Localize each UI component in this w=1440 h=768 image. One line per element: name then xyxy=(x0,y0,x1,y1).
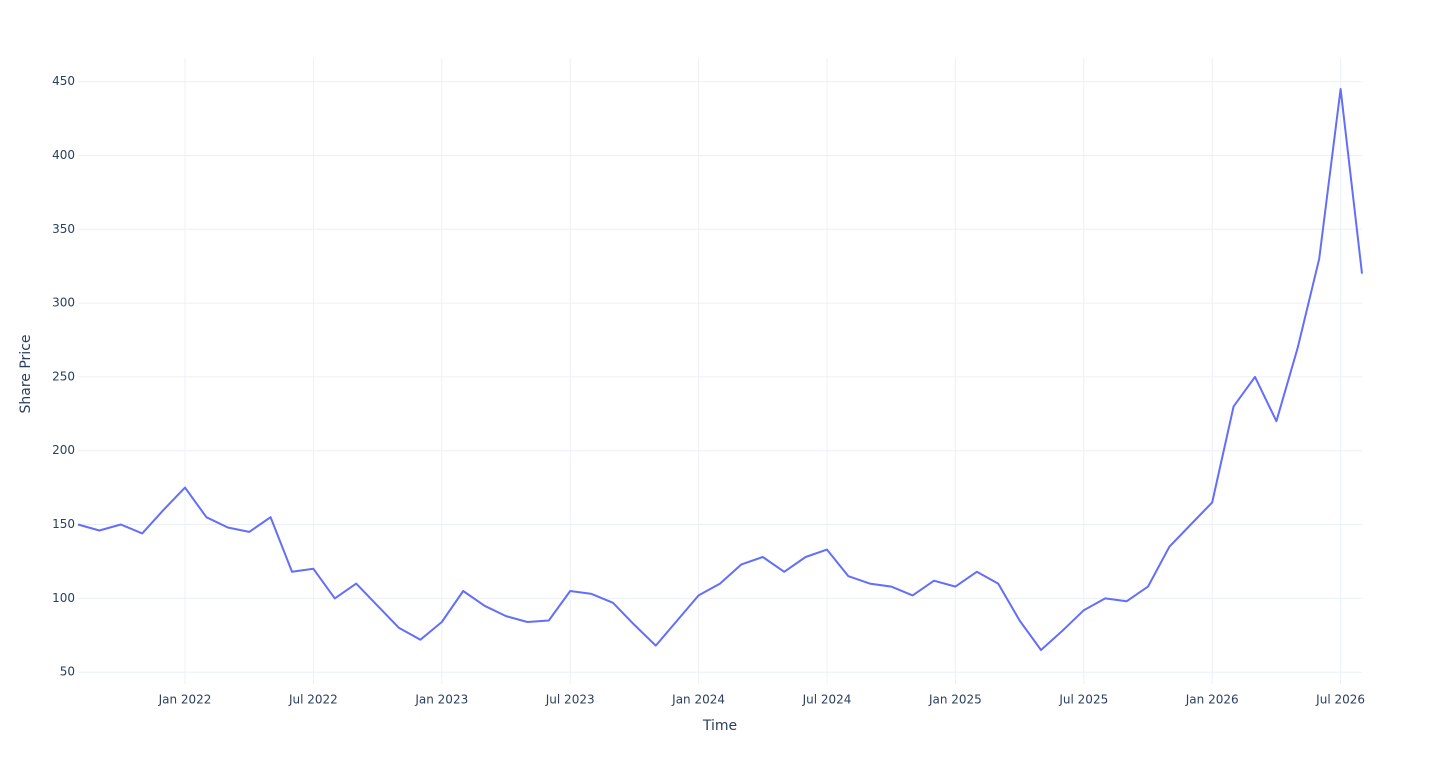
y-axis-title: Share Price xyxy=(18,334,34,413)
line-series xyxy=(77,88,1363,651)
y-tick-label: 50 xyxy=(60,665,75,679)
y-tick-label: 300 xyxy=(52,296,75,310)
x-tick-label: Jan 2026 xyxy=(1185,693,1239,707)
y-tick-label: 400 xyxy=(52,148,75,162)
y-tick-label: 350 xyxy=(52,222,75,236)
y-tick-label: 100 xyxy=(52,591,75,605)
x-tick-label: Jan 2025 xyxy=(928,693,982,707)
x-tick-label: Jan 2024 xyxy=(671,693,725,707)
y-tick-label: 150 xyxy=(52,517,75,531)
x-axis-title: Time xyxy=(702,718,737,734)
x-tick-label: Jul 2026 xyxy=(1315,693,1365,707)
x-tick-label: Jul 2025 xyxy=(1058,693,1108,707)
y-tick-label: 450 xyxy=(52,74,75,88)
x-tick-label: Jul 2024 xyxy=(802,693,852,707)
x-tick-label: Jul 2022 xyxy=(288,693,338,707)
x-tick-label: Jan 2023 xyxy=(414,693,468,707)
y-tick-label: 200 xyxy=(52,443,75,457)
x-tick-label: Jan 2022 xyxy=(158,693,212,707)
x-tick-label: Jul 2023 xyxy=(545,693,595,707)
y-tick-label: 250 xyxy=(52,369,75,383)
